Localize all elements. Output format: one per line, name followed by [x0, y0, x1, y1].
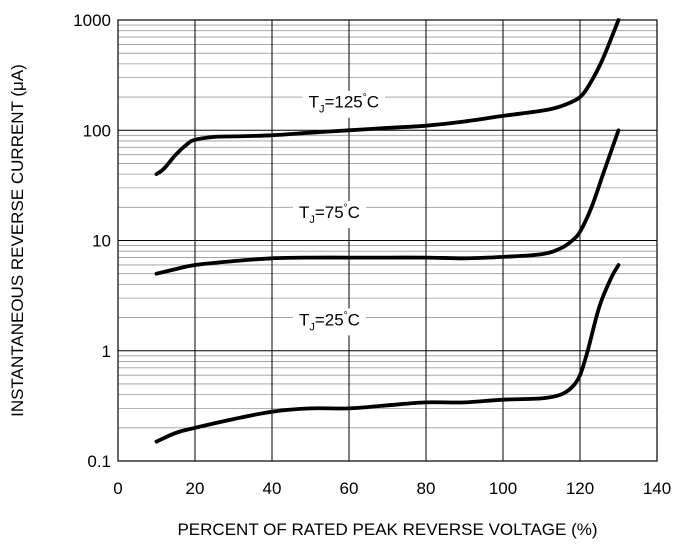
curve-label: TJ=25°C [292, 308, 366, 336]
y-tick-label: 10 [92, 232, 111, 251]
label-value: =125 [324, 93, 362, 112]
x-tick-label: 60 [340, 479, 359, 498]
x-tick-label: 100 [489, 479, 517, 498]
y-tick-label: 0.1 [87, 452, 111, 471]
y-axis-title: INSTANTANEOUS REVERSE CURRENT (μA) [8, 64, 27, 417]
label-degree: ° [344, 203, 348, 214]
grid [118, 20, 657, 461]
label-symbol: T [309, 93, 319, 112]
x-tick-label: 20 [186, 479, 205, 498]
label-unit: C [348, 203, 360, 222]
y-tick-label: 100 [83, 121, 111, 140]
series-line [154, 18, 621, 176]
curve-label-background [292, 200, 366, 228]
label-degree: ° [344, 310, 348, 321]
label-symbol: T [299, 310, 309, 329]
x-tick-label: 80 [417, 479, 436, 498]
label-subscript: J [309, 321, 315, 333]
series-line [154, 128, 621, 276]
curve-label-text: TJ=25°C [299, 310, 360, 333]
curve-label-text: TJ=75°C [299, 203, 360, 226]
label-degree: ° [363, 93, 367, 104]
curve-label: TJ=75°C [292, 200, 366, 228]
y-tick-label: 1 [102, 342, 111, 361]
curve-label-background [302, 90, 386, 118]
curve-label: TJ=125°C [302, 90, 386, 118]
label-subscript: J [319, 104, 325, 116]
label-unit: C [367, 93, 379, 112]
x-tick-label: 0 [113, 479, 122, 498]
y-tick-label: 1000 [73, 11, 111, 30]
label-symbol: T [299, 203, 309, 222]
x-tick-label: 140 [643, 479, 671, 498]
x-tick-label: 120 [566, 479, 594, 498]
label-unit: C [348, 310, 360, 329]
label-subscript: J [309, 214, 315, 226]
plot-frame [117, 19, 658, 462]
label-value: =25 [315, 310, 344, 329]
x-axis-title: PERCENT OF RATED PEAK REVERSE VOLTAGE (%… [177, 520, 597, 539]
x-tick-label: 40 [263, 479, 282, 498]
curve-labels: TJ=125°CTJ=75°CTJ=25°C [292, 90, 386, 336]
curve-label-text: TJ=125°C [309, 93, 379, 116]
curves [154, 18, 621, 444]
y-tick-labels: 0.1 1 10 100 1000 [73, 11, 111, 471]
x-tick-labels: 0 20 40 60 80 100 120 140 [113, 479, 671, 498]
curve-label-background [292, 308, 366, 336]
label-value: =75 [315, 203, 344, 222]
series-line [154, 263, 621, 444]
